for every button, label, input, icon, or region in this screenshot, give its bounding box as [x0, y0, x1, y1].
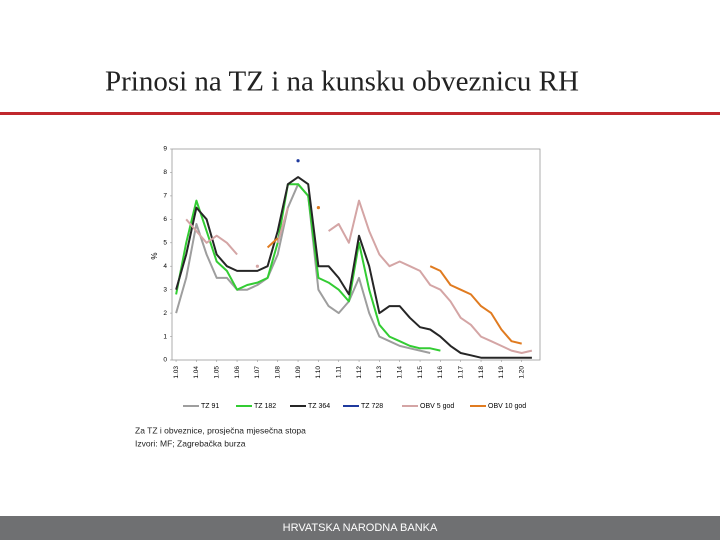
x-tick-label: 1.04 — [193, 366, 200, 379]
x-tick-label: 1.05 — [213, 366, 220, 379]
x-tick-label: 1.06 — [234, 366, 241, 379]
x-tick-label: 1.10 — [315, 366, 322, 379]
title-rule — [0, 112, 720, 115]
x-tick-label: 1.07 — [254, 366, 261, 379]
legend-label: TZ 91 — [201, 403, 219, 410]
note: Izvori: MF; Zagrebačka burza — [135, 438, 246, 448]
y-axis-label: % — [150, 252, 159, 259]
series-line — [328, 199, 533, 354]
data-point — [255, 264, 259, 268]
legend-label: TZ 364 — [308, 403, 330, 410]
footer-text: HRVATSKA NARODNA BANKA — [283, 522, 438, 534]
y-tick-label: 3 — [163, 286, 167, 293]
plot-frame — [171, 148, 541, 361]
legend-label: OBV 5 god — [420, 403, 454, 410]
footer-bar — [0, 516, 720, 540]
y-tick-label: 1 — [163, 333, 167, 340]
x-tick-label: 1.18 — [478, 366, 485, 379]
x-tick-label: 1.16 — [437, 366, 444, 379]
y-tick-label: 4 — [163, 263, 167, 270]
x-tick-label: 1.08 — [274, 366, 281, 379]
x-tick-label: 1.03 — [173, 366, 180, 379]
y-tick-label: 9 — [163, 146, 167, 153]
x-tick-label: 1.12 — [356, 366, 363, 379]
x-tick-label: 1.15 — [417, 366, 424, 379]
y-tick-label: 7 — [163, 193, 167, 200]
series-line — [175, 183, 431, 354]
x-tick-label: 1.13 — [376, 366, 383, 379]
series-line — [175, 183, 441, 352]
note: Za TZ i obveznice, prosječna mjesečna st… — [135, 425, 306, 435]
series-line — [429, 265, 522, 345]
y-tick-label: 6 — [163, 216, 167, 223]
x-tick-label: 1.20 — [518, 366, 525, 379]
data-point — [296, 159, 300, 163]
x-tick-label: 1.11 — [335, 366, 342, 379]
series-line — [185, 218, 238, 256]
y-tick-label: 8 — [163, 169, 167, 176]
legend-label: TZ 182 — [254, 403, 276, 410]
y-tick-label: 0 — [163, 357, 167, 364]
y-tick-label: 5 — [163, 239, 167, 246]
series-line — [276, 207, 289, 244]
x-tick-label: 1.14 — [396, 366, 403, 379]
x-tick-label: 1.19 — [498, 366, 505, 379]
slide-title: Prinosi na TZ i na kunsku obveznicu RH — [105, 66, 579, 98]
series-line — [175, 176, 532, 359]
legend-label: TZ 728 — [361, 403, 383, 410]
data-point — [316, 206, 320, 210]
series-line — [266, 237, 279, 249]
x-tick-label: 1.17 — [457, 366, 464, 379]
y-tick-label: 2 — [163, 310, 167, 317]
x-tick-label: 1.09 — [295, 366, 302, 379]
legend-label: OBV 10 god — [488, 403, 526, 410]
